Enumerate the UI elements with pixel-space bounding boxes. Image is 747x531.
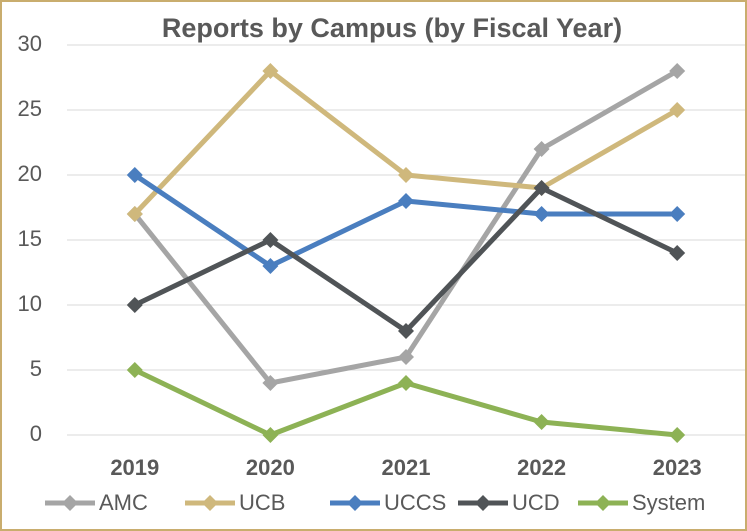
y-tick-label: 20 [18, 161, 42, 186]
data-point [126, 297, 143, 313]
legend-label: System [632, 490, 705, 515]
data-point [262, 232, 279, 248]
x-tick-label: 2020 [246, 455, 295, 480]
data-point [669, 245, 686, 261]
data-point [669, 63, 686, 79]
x-tick-label: 2021 [382, 455, 431, 480]
data-point [262, 375, 279, 391]
data-point [398, 349, 414, 365]
y-tick-label: 25 [18, 96, 42, 121]
chart-title: Reports by Campus (by Fiscal Year) [162, 13, 622, 43]
y-tick-label: 10 [18, 291, 42, 316]
y-tick-label: 15 [18, 226, 42, 251]
legend-label: UCCS [384, 490, 446, 515]
y-tick-label: 30 [18, 31, 42, 56]
data-point [669, 102, 686, 118]
data-point [398, 375, 414, 391]
data-point [398, 167, 414, 183]
legend-marker [62, 495, 78, 511]
legend-marker [347, 495, 363, 511]
data-point [533, 180, 550, 196]
data-point [533, 141, 550, 157]
legend-marker [595, 495, 611, 511]
data-point [262, 258, 279, 274]
legend-label: AMC [99, 490, 148, 515]
data-point [262, 63, 279, 79]
data-point [126, 167, 143, 183]
data-point [398, 193, 414, 209]
data-point [398, 323, 414, 339]
data-point [533, 414, 550, 430]
data-point [126, 206, 143, 222]
data-point [669, 206, 686, 222]
x-tick-label: 2022 [517, 455, 566, 480]
legend-marker [202, 495, 218, 511]
legend-label: UCD [512, 490, 560, 515]
data-point [533, 206, 550, 222]
y-tick-label: 5 [30, 356, 42, 381]
legend-label: UCB [239, 490, 285, 515]
data-point [126, 362, 143, 378]
x-tick-label: 2023 [653, 455, 702, 480]
data-point [669, 427, 686, 443]
data-point [262, 427, 279, 443]
legend-marker [475, 495, 491, 511]
x-tick-label: 2019 [110, 455, 159, 480]
y-tick-label: 0 [30, 421, 42, 446]
